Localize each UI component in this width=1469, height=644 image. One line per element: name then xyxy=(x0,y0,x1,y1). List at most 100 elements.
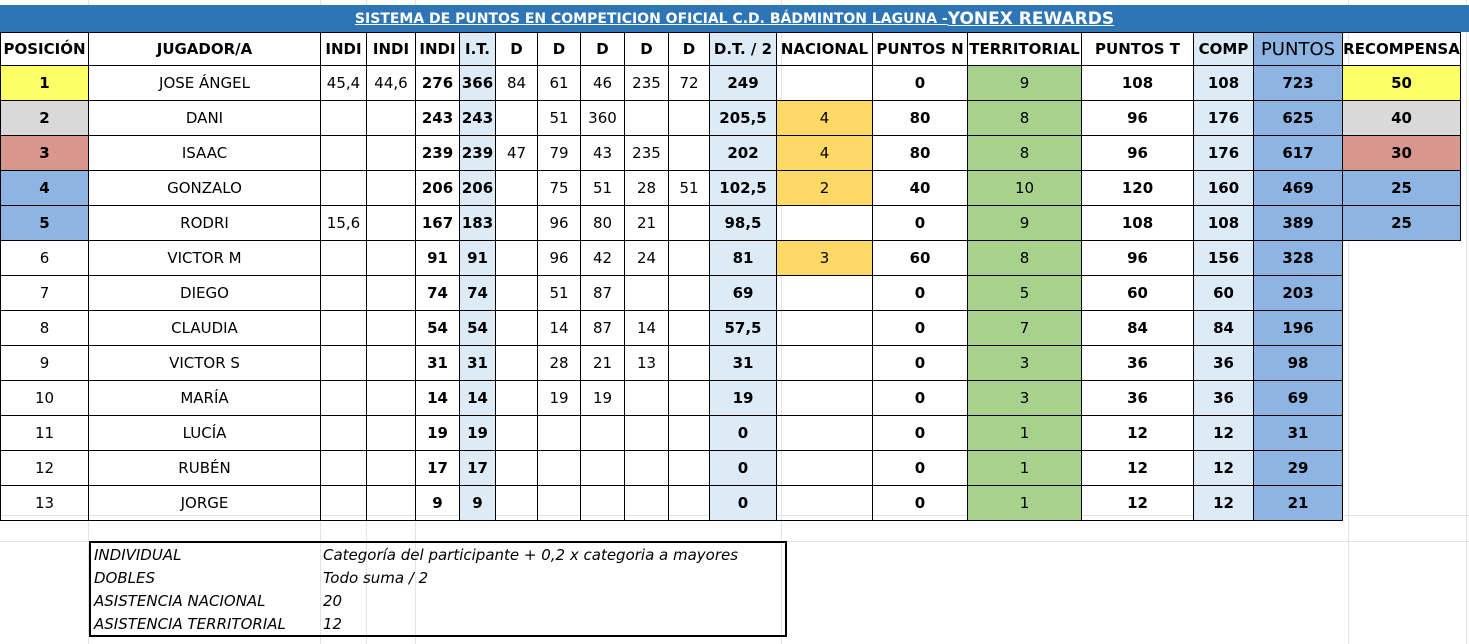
cell-posicion[interactable]: 9 xyxy=(0,345,89,381)
cell-jugador[interactable]: VICTOR M xyxy=(88,240,321,276)
cell-nacional[interactable] xyxy=(776,345,873,381)
header-d-5[interactable]: D xyxy=(668,32,710,66)
cell-indi-2[interactable] xyxy=(366,345,416,381)
cell-d-4[interactable] xyxy=(624,380,669,416)
cell-indi-1[interactable] xyxy=(320,135,367,171)
cell-posicion[interactable]: 6 xyxy=(0,240,89,276)
cell-puntos[interactable]: 69 xyxy=(1253,380,1343,416)
cell-d-2[interactable]: 14 xyxy=(537,310,581,346)
cell-d-2[interactable] xyxy=(537,415,581,451)
cell-nacional[interactable] xyxy=(776,415,873,451)
cell-d-2[interactable]: 28 xyxy=(537,345,581,381)
cell-indi-2[interactable] xyxy=(366,310,416,346)
cell-dt[interactable]: 19 xyxy=(709,380,777,416)
cell-d-3[interactable]: 87 xyxy=(580,275,625,311)
cell-indi-2[interactable] xyxy=(366,135,416,171)
cell-comp[interactable]: 36 xyxy=(1193,380,1254,416)
cell-d-2[interactable]: 19 xyxy=(537,380,581,416)
cell-indi-1[interactable] xyxy=(320,450,367,486)
cell-d-3[interactable] xyxy=(580,485,625,521)
cell-d-1[interactable] xyxy=(495,170,538,206)
cell-puntos[interactable]: 723 xyxy=(1253,65,1343,101)
cell-indi-1[interactable] xyxy=(320,275,367,311)
cell-recompensa[interactable] xyxy=(1343,311,1461,346)
cell-territorial[interactable]: 3 xyxy=(967,380,1082,416)
cell-d-4[interactable]: 24 xyxy=(624,240,669,276)
cell-puntos[interactable]: 389 xyxy=(1253,205,1343,241)
cell-recompensa[interactable] xyxy=(1343,486,1461,521)
cell-comp[interactable]: 108 xyxy=(1193,65,1254,101)
cell-puntos-n[interactable]: 60 xyxy=(872,240,968,276)
cell-d-3[interactable]: 46 xyxy=(580,65,625,101)
cell-d-5[interactable]: 51 xyxy=(668,170,710,206)
cell-indi-1[interactable]: 45,4 xyxy=(320,65,367,101)
cell-comp[interactable]: 12 xyxy=(1193,450,1254,486)
cell-indi-2[interactable] xyxy=(366,415,416,451)
cell-dt[interactable]: 57,5 xyxy=(709,310,777,346)
legend-label-nacional[interactable]: ASISTENCIA NACIONAL xyxy=(94,591,266,610)
cell-dt[interactable]: 249 xyxy=(709,65,777,101)
cell-recompensa[interactable] xyxy=(1343,381,1461,416)
cell-d-4[interactable] xyxy=(624,485,669,521)
cell-d-4[interactable]: 235 xyxy=(624,135,669,171)
cell-d-1[interactable] xyxy=(495,100,538,136)
cell-d-2[interactable] xyxy=(537,485,581,521)
cell-dt[interactable]: 102,5 xyxy=(709,170,777,206)
cell-puntos-n[interactable]: 40 xyxy=(872,170,968,206)
cell-puntos-n[interactable]: 0 xyxy=(872,345,968,381)
cell-territorial[interactable]: 9 xyxy=(967,65,1082,101)
cell-jugador[interactable]: JORGE xyxy=(88,485,321,521)
cell-d-3[interactable]: 51 xyxy=(580,170,625,206)
cell-d-3[interactable]: 80 xyxy=(580,205,625,241)
cell-puntos-t[interactable]: 12 xyxy=(1081,450,1194,486)
cell-d-3[interactable]: 42 xyxy=(580,240,625,276)
header-d-1[interactable]: D xyxy=(495,32,538,66)
header-puntos-n[interactable]: PUNTOS N xyxy=(872,32,968,66)
header-puntos[interactable]: PUNTOS xyxy=(1253,32,1343,66)
cell-puntos[interactable]: 625 xyxy=(1253,100,1343,136)
cell-recompensa[interactable]: 40 xyxy=(1342,100,1461,136)
cell-nacional[interactable] xyxy=(776,450,873,486)
cell-d-2[interactable]: 96 xyxy=(537,205,581,241)
header-indi-3[interactable]: INDI xyxy=(415,32,460,66)
cell-comp[interactable]: 36 xyxy=(1193,345,1254,381)
cell-puntos-n[interactable]: 0 xyxy=(872,275,968,311)
cell-indi-3[interactable]: 167 xyxy=(415,205,460,241)
cell-comp[interactable]: 176 xyxy=(1193,100,1254,136)
cell-jugador[interactable]: RODRI xyxy=(88,205,321,241)
cell-territorial[interactable]: 1 xyxy=(967,485,1082,521)
cell-posicion[interactable]: 11 xyxy=(0,415,89,451)
cell-puntos-n[interactable]: 0 xyxy=(872,485,968,521)
cell-nacional[interactable] xyxy=(776,65,873,101)
cell-puntos-n[interactable]: 0 xyxy=(872,415,968,451)
cell-d-1[interactable] xyxy=(495,310,538,346)
cell-jugador[interactable]: LUCÍA xyxy=(88,415,321,451)
cell-it[interactable]: 183 xyxy=(459,205,496,241)
legend-label-territorial[interactable]: ASISTENCIA TERRITORIAL xyxy=(94,614,286,633)
cell-indi-2[interactable]: 44,6 xyxy=(366,65,416,101)
cell-nacional[interactable] xyxy=(776,380,873,416)
legend-label-dobles[interactable]: DOBLES xyxy=(94,568,156,587)
cell-d-2[interactable]: 96 xyxy=(537,240,581,276)
cell-nacional[interactable] xyxy=(776,205,873,241)
cell-territorial[interactable]: 9 xyxy=(967,205,1082,241)
cell-comp[interactable]: 84 xyxy=(1193,310,1254,346)
cell-d-4[interactable] xyxy=(624,100,669,136)
header-puntos-t[interactable]: PUNTOS T xyxy=(1081,32,1194,66)
cell-jugador[interactable]: JOSE ÁNGEL xyxy=(88,65,321,101)
header-comp[interactable]: COMP xyxy=(1193,32,1254,66)
cell-d-1[interactable] xyxy=(495,450,538,486)
cell-indi-2[interactable] xyxy=(366,380,416,416)
cell-d-3[interactable]: 19 xyxy=(580,380,625,416)
cell-d-4[interactable]: 13 xyxy=(624,345,669,381)
cell-d-3[interactable]: 360 xyxy=(580,100,625,136)
cell-indi-3[interactable]: 74 xyxy=(415,275,460,311)
header-d-4[interactable]: D xyxy=(624,32,669,66)
cell-dt[interactable]: 202 xyxy=(709,135,777,171)
cell-recompensa[interactable]: 25 xyxy=(1342,205,1461,241)
cell-it[interactable]: 54 xyxy=(459,310,496,346)
cell-comp[interactable]: 60 xyxy=(1193,275,1254,311)
cell-recompensa[interactable]: 50 xyxy=(1342,65,1461,101)
cell-d-2[interactable]: 51 xyxy=(537,100,581,136)
cell-d-1[interactable] xyxy=(495,345,538,381)
